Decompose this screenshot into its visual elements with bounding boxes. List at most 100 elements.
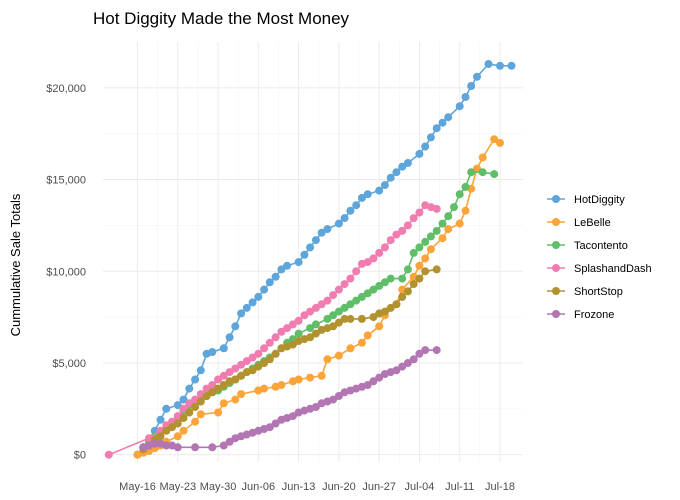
data-point-splashanddash: [317, 300, 326, 309]
data-point-splashanddash: [179, 404, 188, 413]
x-tick-label: May-16: [119, 481, 156, 493]
data-point-hotdiggity: [484, 60, 493, 68]
data-point-hotdiggity: [403, 159, 412, 167]
data-point-lebelle: [346, 344, 355, 353]
data-point-shortstop: [288, 340, 297, 349]
data-point-lebelle: [375, 322, 384, 331]
legend-key-point: [552, 218, 560, 226]
data-point-splashanddash: [214, 375, 223, 384]
data-point-frozone: [409, 355, 418, 364]
data-point-lebelle: [455, 219, 464, 228]
data-point-splashanddash: [225, 368, 234, 377]
y-tick-label: $20,000: [46, 83, 86, 95]
data-point-shortstop: [403, 287, 412, 296]
data-point-frozone: [369, 377, 378, 386]
x-tick-label: Jun-20: [322, 481, 356, 493]
data-point-splashanddash: [248, 353, 257, 362]
data-point-hotdiggity: [225, 333, 234, 342]
legend-label: LeBelle: [574, 217, 611, 229]
data-point-shortstop: [254, 362, 263, 371]
data-point-hotdiggity: [438, 118, 447, 127]
data-point-lebelle: [237, 390, 246, 399]
data-point-splashanddash: [219, 371, 228, 380]
legend-label: SplashandDash: [574, 263, 652, 275]
legend-item-hotdiggity: HotDiggity: [547, 194, 625, 206]
data-point-frozone: [219, 441, 228, 450]
data-point-lebelle: [426, 245, 435, 254]
data-point-frozone: [432, 346, 441, 355]
data-point-splashanddash: [409, 214, 418, 223]
data-point-splashanddash: [237, 360, 246, 369]
data-point-shortstop: [392, 300, 401, 309]
data-point-hotdiggity: [277, 265, 286, 274]
data-point-splashanddash: [202, 384, 211, 393]
legend-key-point: [552, 195, 560, 203]
data-point-hotdiggity: [311, 236, 320, 245]
data-point-tacontento: [398, 274, 407, 283]
data-point-lebelle: [323, 355, 332, 364]
series-line-shortstop: [142, 268, 437, 450]
x-tick-label: Jun-06: [242, 481, 276, 493]
data-point-hotdiggity: [467, 82, 476, 90]
data-point-tacontento: [415, 243, 424, 252]
data-point-tacontento: [352, 296, 361, 305]
data-point-hotdiggity: [254, 292, 263, 301]
x-tick-label: May-23: [159, 481, 196, 493]
data-point-frozone: [265, 423, 274, 432]
y-axis-ticks: $0 $5,000 $10,000 $15,000 $20,000: [46, 83, 86, 462]
data-point-splashanddash: [415, 208, 424, 217]
data-point-shortstop: [271, 349, 280, 358]
data-point-tacontento: [467, 168, 476, 177]
data-point-frozone: [288, 412, 297, 421]
data-point-shortstop: [191, 403, 200, 411]
data-point-lebelle: [260, 384, 269, 393]
data-point-frozone: [225, 437, 234, 446]
legend-item-shortstop: ShortStop: [547, 286, 623, 298]
data-point-splashanddash: [346, 274, 355, 283]
data-point-tacontento: [450, 203, 458, 212]
data-point-hotdiggity: [317, 228, 326, 237]
data-point-hotdiggity: [248, 298, 257, 307]
data-point-frozone: [415, 349, 424, 358]
plot-area: May-16 May-23 May-30 Jun-06 Jun-13 Jun-20 Jun-…: [46, 42, 523, 493]
data-point-frozone: [191, 443, 200, 452]
data-point-shortstop: [432, 265, 441, 274]
x-tick-label: Jul-04: [404, 481, 434, 493]
legend-item-tacontento: Tacontento: [547, 240, 628, 252]
x-tick-label: Jun-13: [282, 481, 316, 493]
data-point-hotdiggity: [375, 186, 384, 195]
data-point-splashanddash: [208, 381, 217, 389]
data-point-shortstop: [334, 318, 343, 327]
data-point-lebelle: [357, 338, 366, 347]
data-point-shortstop: [398, 292, 407, 301]
data-point-hotdiggity: [242, 303, 251, 312]
data-point-splashanddash: [375, 248, 384, 257]
data-point-hotdiggity: [455, 102, 464, 111]
data-point-splashanddash: [185, 399, 194, 408]
data-point-frozone: [311, 403, 320, 411]
data-point-tacontento: [461, 182, 470, 191]
data-point-splashanddash: [300, 311, 309, 320]
data-point-splashanddash: [352, 267, 361, 276]
data-point-tacontento: [340, 303, 349, 312]
data-point-hotdiggity: [294, 258, 303, 267]
data-point-splashanddash: [392, 230, 401, 239]
data-point-lebelle: [306, 373, 315, 382]
data-point-shortstop: [179, 414, 188, 422]
data-point-hotdiggity: [237, 309, 246, 318]
data-point-shortstop: [237, 371, 246, 380]
data-point-hotdiggity: [283, 261, 292, 270]
data-point-tacontento: [357, 292, 366, 301]
data-point-lebelle: [473, 164, 481, 173]
data-point-shortstop: [421, 267, 430, 276]
data-point-splashanddash: [340, 280, 349, 289]
y-tick-label: $5,000: [52, 358, 86, 370]
data-point-tacontento: [329, 311, 338, 320]
data-point-hotdiggity: [398, 162, 407, 171]
data-point-tacontento: [409, 248, 418, 257]
data-point-splashanddash: [294, 316, 303, 325]
data-point-hotdiggity: [421, 142, 430, 151]
legend-key-point: [552, 310, 560, 318]
data-point-tacontento: [311, 320, 320, 329]
data-point-shortstop: [208, 388, 217, 397]
